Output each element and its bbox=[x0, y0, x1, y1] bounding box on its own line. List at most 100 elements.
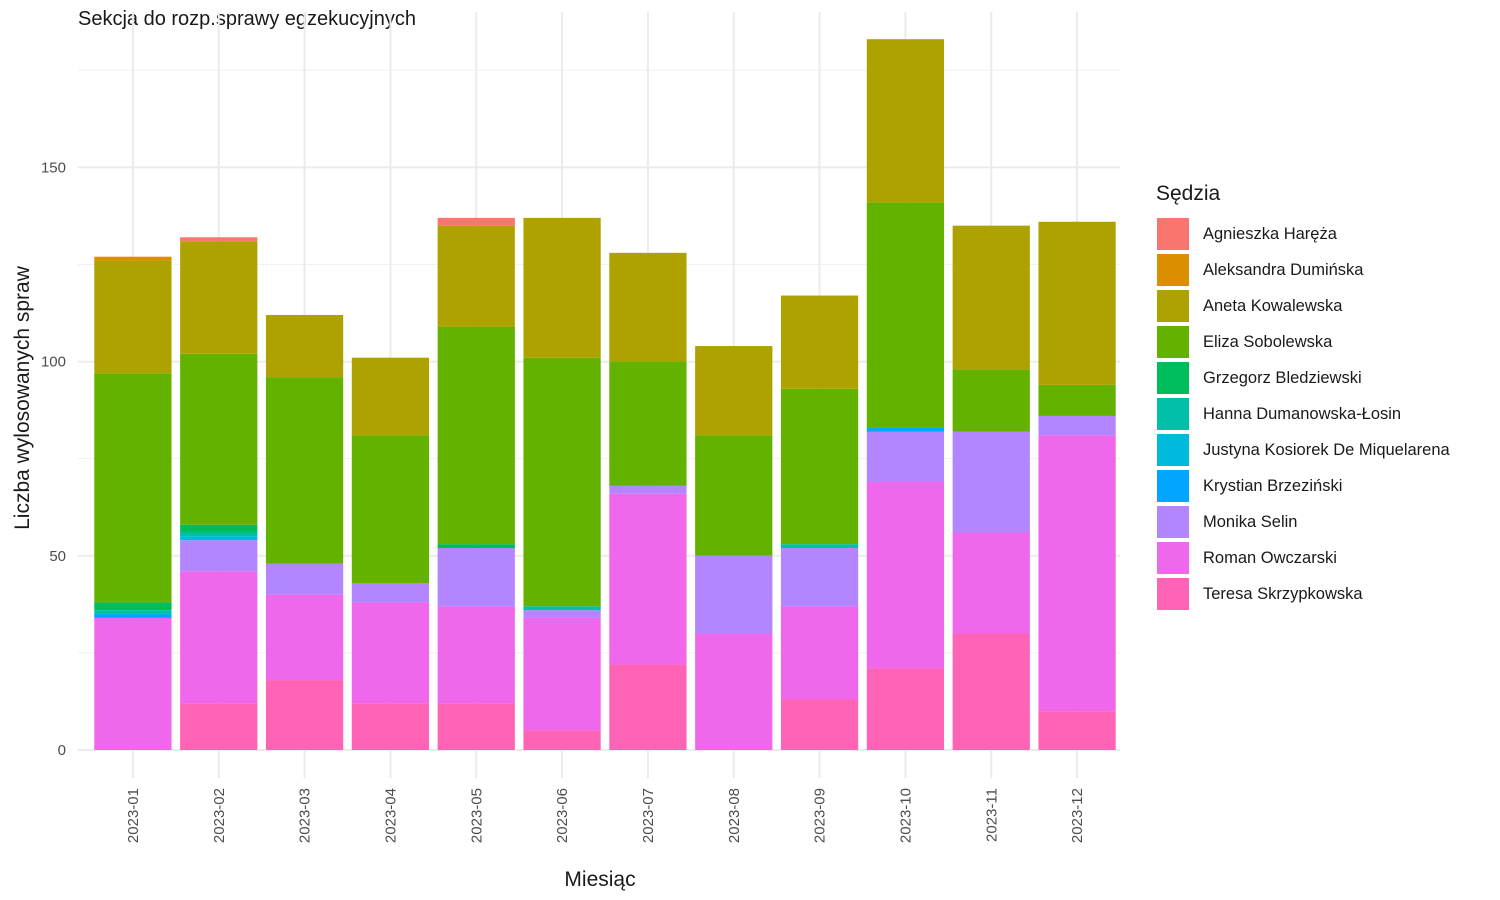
bar-segment bbox=[351, 703, 430, 750]
legend-key bbox=[1156, 361, 1190, 395]
x-tick-label: 2023-10 bbox=[897, 788, 914, 843]
x-tick-label: 2023-05 bbox=[468, 788, 485, 843]
legend-item: Agnieszka Haręża bbox=[1156, 216, 1450, 252]
legend-item: Eliza Sobolewska bbox=[1156, 324, 1450, 360]
bar-segment bbox=[780, 295, 859, 389]
bar-segment bbox=[180, 540, 258, 572]
bar-segment bbox=[780, 548, 859, 607]
y-tick-label: 0 bbox=[58, 742, 66, 759]
bar-segment bbox=[1038, 384, 1116, 416]
bar-segment bbox=[780, 544, 859, 549]
bar-segment bbox=[94, 610, 172, 615]
legend-key bbox=[1156, 289, 1190, 323]
bar-segment bbox=[866, 39, 945, 203]
legend-item: Teresa Skrzypkowska bbox=[1156, 576, 1450, 612]
legend-label: Teresa Skrzypkowska bbox=[1203, 584, 1363, 603]
bar-segment bbox=[1038, 221, 1116, 385]
y-axis-title: Liczba wylosowanych spraw bbox=[11, 265, 34, 530]
bar-segment bbox=[952, 532, 1030, 634]
bar-segment bbox=[695, 435, 773, 556]
bar-segment bbox=[866, 481, 945, 669]
legend-key bbox=[1156, 577, 1190, 611]
y-tick-label: 100 bbox=[41, 354, 66, 371]
bar-segment bbox=[437, 225, 515, 327]
bar-segment bbox=[1038, 415, 1116, 436]
bar-segment bbox=[523, 617, 601, 731]
bar-segment bbox=[351, 435, 430, 583]
bar-segment bbox=[265, 594, 344, 681]
bar-segment bbox=[180, 241, 258, 354]
legend-label: Roman Owczarski bbox=[1203, 548, 1337, 567]
bar-segment bbox=[180, 353, 258, 525]
legend-item: Krystian Brzeziński bbox=[1156, 468, 1450, 504]
bar-segment bbox=[523, 217, 601, 358]
bar-segment bbox=[866, 668, 945, 750]
bar-segment bbox=[351, 357, 430, 436]
y-tick-label: 150 bbox=[41, 159, 66, 176]
bar-segment bbox=[523, 730, 601, 750]
legend-label: Krystian Brzeziński bbox=[1203, 476, 1343, 495]
x-tick-label: 2023-02 bbox=[211, 788, 228, 843]
legend-item: Hanna Dumanowska-Łosin bbox=[1156, 396, 1450, 432]
bar-segment bbox=[609, 252, 687, 362]
legend-title: Sędzia bbox=[1156, 182, 1221, 205]
bar-segment bbox=[952, 369, 1030, 432]
x-axis-ticks: 2023-01 2023-02 2023-03 2023-04 2023-05 2023-… bbox=[125, 788, 1086, 843]
bar-segment bbox=[609, 493, 687, 665]
legend-item: Monika Selin bbox=[1156, 504, 1450, 540]
legend-label: Monika Selin bbox=[1203, 512, 1298, 531]
legend-items: Agnieszka Haręża Aleksandra Dumińska Aneta… bbox=[1156, 216, 1450, 612]
bar-segment bbox=[866, 431, 945, 482]
bar-segment bbox=[695, 346, 773, 436]
bar-segment bbox=[180, 703, 258, 750]
bar-segment bbox=[180, 571, 258, 704]
bar-segment bbox=[695, 633, 773, 750]
bar-segment bbox=[94, 617, 172, 750]
bar-segment bbox=[523, 606, 601, 611]
bar-segment bbox=[180, 524, 258, 533]
bar-segment bbox=[265, 680, 344, 750]
legend-key bbox=[1156, 253, 1190, 287]
bar-segment bbox=[437, 326, 515, 545]
bar-segment bbox=[952, 431, 1030, 533]
x-tick-label: 2023-12 bbox=[1069, 788, 1086, 843]
legend-key bbox=[1156, 397, 1190, 431]
bars-layer bbox=[94, 39, 1116, 750]
x-tick-label: 2023-07 bbox=[640, 788, 657, 843]
legend-key bbox=[1156, 541, 1190, 575]
legend-label: Hanna Dumanowska-Łosin bbox=[1203, 404, 1402, 423]
bar-segment bbox=[780, 606, 859, 700]
y-tick-label: 50 bbox=[49, 548, 66, 565]
bar-segment bbox=[94, 602, 172, 611]
y-axis-ticks: 0 50 100 150 bbox=[41, 159, 66, 759]
bar-segment bbox=[180, 532, 258, 537]
legend-key bbox=[1156, 469, 1190, 503]
x-tick-label: 2023-08 bbox=[726, 788, 743, 843]
bar-segment bbox=[866, 427, 945, 432]
bar-segment bbox=[609, 664, 687, 750]
bar-segment bbox=[351, 582, 430, 603]
bar-segment bbox=[180, 536, 258, 541]
x-tick-label: 2023-03 bbox=[297, 788, 314, 843]
x-tick-label: 2023-04 bbox=[382, 788, 399, 843]
legend-key bbox=[1156, 505, 1190, 539]
bar-segment bbox=[780, 388, 859, 545]
bar-segment bbox=[351, 602, 430, 704]
bar-segment bbox=[94, 256, 172, 261]
bar-segment bbox=[952, 633, 1030, 750]
x-tick-label: 2023-11 bbox=[983, 788, 1000, 842]
legend-label: Agnieszka Haręża bbox=[1203, 224, 1337, 243]
bar-segment bbox=[180, 237, 258, 242]
bar-segment bbox=[94, 614, 172, 618]
x-tick-label: 2023-06 bbox=[554, 788, 571, 843]
bar-segment bbox=[695, 555, 773, 634]
x-axis-title: Miesiąc bbox=[564, 868, 635, 891]
bar-segment bbox=[265, 563, 344, 595]
legend-item: Grzegorz Bledziewski bbox=[1156, 360, 1450, 396]
bar-segment bbox=[780, 699, 859, 750]
bar-segment bbox=[265, 314, 344, 378]
bar-segment bbox=[437, 703, 515, 750]
legend-label: Grzegorz Bledziewski bbox=[1203, 368, 1362, 387]
legend-label: Eliza Sobolewska bbox=[1203, 332, 1333, 351]
x-tick-label: 2023-01 bbox=[125, 788, 142, 843]
